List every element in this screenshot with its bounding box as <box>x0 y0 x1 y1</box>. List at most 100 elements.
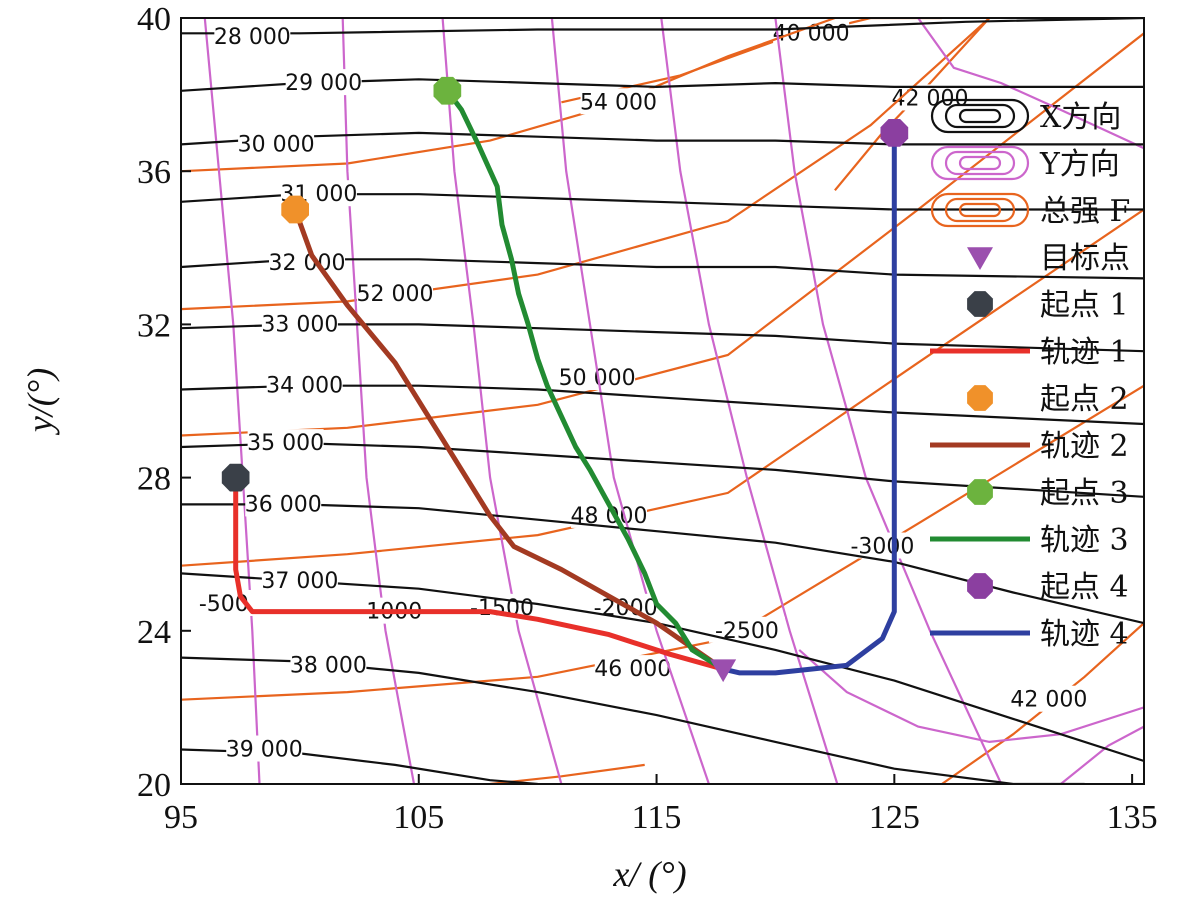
y-tick-label: 20 <box>137 767 171 804</box>
f-contour-label-bg <box>357 279 433 306</box>
y-contour-line <box>1060 725 1144 784</box>
y-contour-line <box>774 18 1003 784</box>
y-axis-label: y/(°) <box>20 368 60 435</box>
x-contour-label: 34 000 <box>266 374 343 399</box>
y-contour-line <box>341 18 416 784</box>
legend-swatch <box>958 155 1002 171</box>
legend-swatch <box>967 385 993 411</box>
legend-swatch <box>930 192 1030 228</box>
legend-label: 总强 F <box>1040 194 1130 229</box>
start-point-3 <box>433 76 462 105</box>
y-tick-label: 32 <box>137 307 171 344</box>
legend-swatch <box>967 573 993 599</box>
x-contour-label: 33 000 <box>261 312 338 337</box>
f-contour-label-bg <box>594 655 671 682</box>
start-point-2 <box>281 195 309 224</box>
y-tick-label: 40 <box>137 1 171 38</box>
x-contour-label: 37 000 <box>261 569 338 594</box>
legend-label: X方向 <box>1040 100 1121 135</box>
x-tick-label: 105 <box>393 799 444 836</box>
start-point-1 <box>221 463 250 492</box>
trajectory-layer <box>233 89 897 676</box>
legend-label: 轨迹 3 <box>1040 523 1129 558</box>
plot-frame <box>180 17 1145 785</box>
target-point <box>710 659 737 683</box>
legend-label: 起点 2 <box>1040 382 1129 417</box>
x-contour-label-bg <box>226 735 303 762</box>
y-contour-line <box>798 649 1144 744</box>
legend-swatch <box>958 108 1002 124</box>
legend-swatch <box>967 291 993 317</box>
start-point-4 <box>880 119 909 147</box>
x-tick-label: 125 <box>869 799 920 836</box>
f-contour-label-bg <box>773 19 850 46</box>
x-contour-label: 32 000 <box>269 251 346 276</box>
x-contour-label-bg <box>238 130 315 157</box>
f-contour-label: 46 000 <box>594 657 671 682</box>
f-contour-label: 54 000 <box>580 90 657 115</box>
y-contour-label-bg <box>844 532 921 559</box>
x-contour-label: 28 000 <box>214 25 291 50</box>
axis-ticks: 95 105 115 125 135 20 24 28 32 36 40 <box>137 1 1158 836</box>
legend-label: 起点 4 <box>1040 570 1129 605</box>
x-contour-label-bg <box>247 429 324 456</box>
x-tick-label: 115 <box>632 799 682 836</box>
x-contour-line <box>181 131 1144 146</box>
legend-swatch <box>958 202 1002 218</box>
legend-swatch <box>967 247 993 270</box>
x-contour-line <box>181 441 1144 498</box>
y-contour-label-bg <box>185 589 262 616</box>
f-contour-line <box>181 18 991 311</box>
legend-swatch <box>944 150 1016 176</box>
x-contour-label: 38 000 <box>290 653 367 678</box>
trajectory-4 <box>722 132 897 676</box>
x-tick-label: 135 <box>1107 799 1158 836</box>
x-contour-label-bg <box>245 490 322 517</box>
x-contour-label: 35 000 <box>247 431 324 456</box>
x-tick-label: 95 <box>164 799 198 836</box>
legend-swatch <box>944 103 1016 129</box>
x-contour-label-bg <box>285 69 362 96</box>
x-contour-label-bg <box>266 371 343 398</box>
legend-label: 起点 1 <box>1040 288 1129 323</box>
y-contour-line <box>550 18 710 784</box>
trajectory-2 <box>292 208 725 672</box>
x-contour-label: 39 000 <box>226 738 303 763</box>
y-contour-line <box>441 18 563 784</box>
x-contour-label-bg <box>214 23 291 50</box>
y-contour-line <box>917 18 1144 150</box>
legend-swatch <box>930 145 1030 181</box>
f-contour-label: 42 000 <box>1010 688 1087 713</box>
y-tick-label: 24 <box>137 614 171 651</box>
f-contour-label-bg <box>580 88 657 115</box>
f-contour-label: 52 000 <box>357 282 434 307</box>
legend-label: 起点 3 <box>1040 476 1129 511</box>
x-contour-label: 29 000 <box>285 71 362 96</box>
y-contour-line <box>203 18 261 784</box>
y-contour-label: -2500 <box>715 619 779 644</box>
legend-label: 轨迹 1 <box>1040 335 1129 370</box>
x-contour-label-bg <box>290 651 367 678</box>
legend-label: 目标点 <box>1040 241 1130 276</box>
legend-label: Y方向 <box>1039 147 1120 182</box>
y-tick-label: 28 <box>137 461 171 498</box>
legend-swatch <box>930 98 1030 134</box>
x-contour-label-bg <box>261 310 338 337</box>
x-contour-label: 30 000 <box>238 132 315 157</box>
f-contour-label: 40 000 <box>773 21 850 46</box>
x-contour-label-bg <box>269 249 346 276</box>
trajectory-1 <box>233 477 724 672</box>
y-contour-label: -3000 <box>850 535 914 560</box>
x-contour-label: 36 000 <box>245 492 322 517</box>
legend-swatch <box>967 479 993 505</box>
y-tick-label: 36 <box>137 154 171 191</box>
legend-label: 轨迹 2 <box>1040 429 1129 464</box>
legend-label: 轨迹 4 <box>1040 617 1129 652</box>
point-layer <box>221 76 909 683</box>
legend-swatch <box>944 197 1016 223</box>
f-contour-label-bg <box>1010 685 1087 712</box>
x-contour-label-bg <box>261 567 338 594</box>
f-contour-line <box>181 18 836 173</box>
